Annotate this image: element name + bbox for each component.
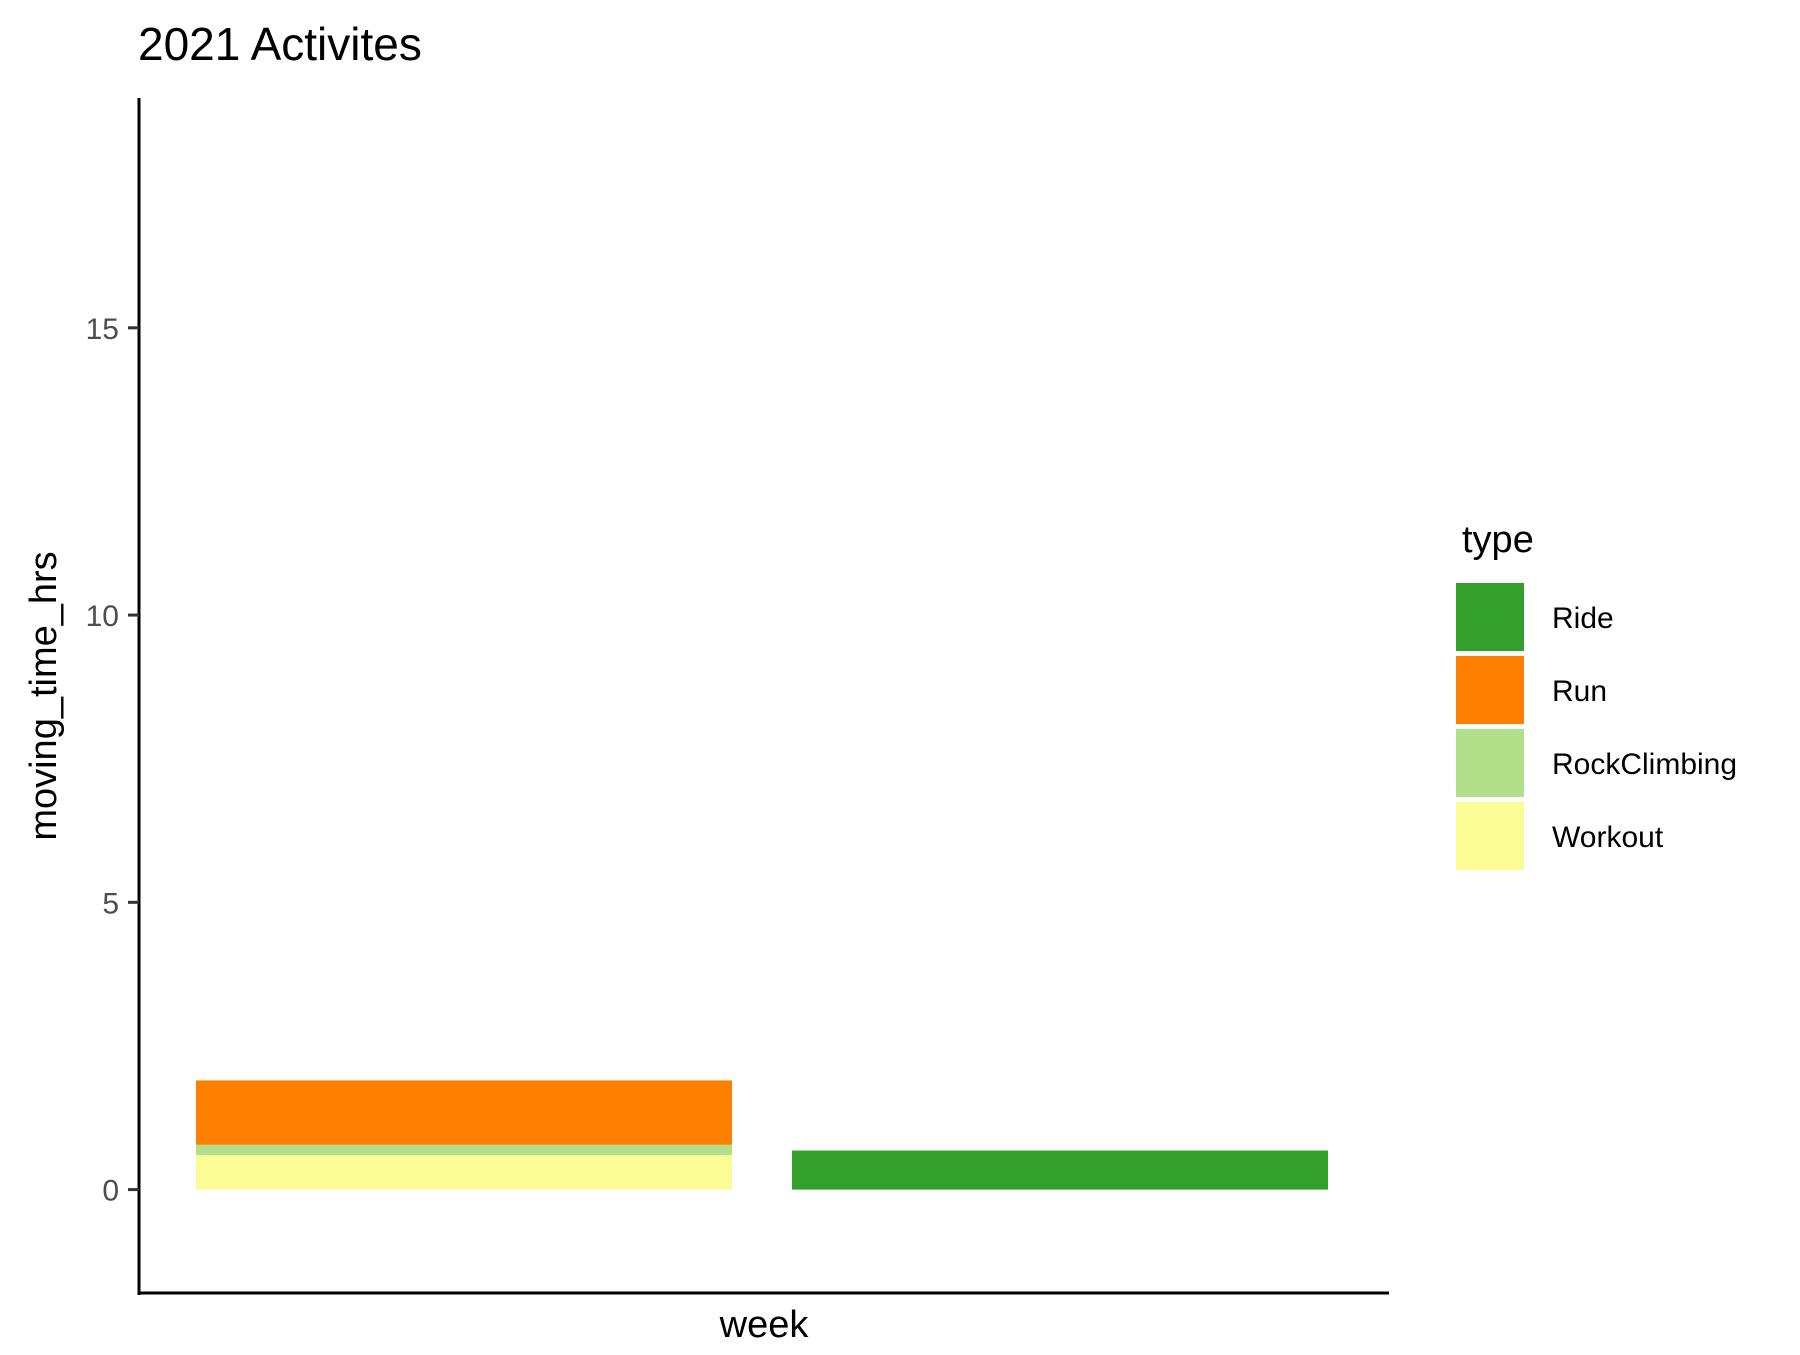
legend-key-workout — [1456, 802, 1524, 870]
legend-key-ride — [1456, 583, 1524, 651]
legend-title: type — [1462, 519, 1534, 561]
y-tick-label: 10 — [86, 600, 119, 633]
axes-layer — [137, 98, 1389, 1295]
y-tick-label: 5 — [102, 887, 119, 920]
bar-run — [196, 1080, 732, 1145]
y-tick-label: 0 — [102, 1175, 119, 1208]
legend-key-run — [1456, 656, 1524, 724]
y-axis-title: moving_time_hrs — [23, 551, 65, 840]
legend-items: Ride Run RockClimbing Workout — [1456, 583, 1737, 870]
legend-label-workout: Workout — [1552, 821, 1664, 854]
bars-layer — [196, 1080, 1328, 1190]
legend: type Ride Run RockClimbing Workout — [1456, 519, 1737, 870]
y-ticks: 0 5 10 15 — [86, 313, 139, 1208]
y-tick-label: 15 — [86, 313, 119, 346]
bar-ride — [792, 1150, 1328, 1190]
legend-label-run: Run — [1552, 675, 1607, 708]
legend-label-ride: Ride — [1552, 602, 1614, 635]
legend-key-rockclimbing — [1456, 729, 1524, 797]
chart-title: 2021 Activites — [138, 18, 422, 70]
bar-workout — [196, 1155, 732, 1190]
x-axis-title: week — [719, 1304, 810, 1346]
bar-rockclimbing — [196, 1144, 732, 1156]
legend-label-rockclimbing: RockClimbing — [1552, 748, 1737, 781]
